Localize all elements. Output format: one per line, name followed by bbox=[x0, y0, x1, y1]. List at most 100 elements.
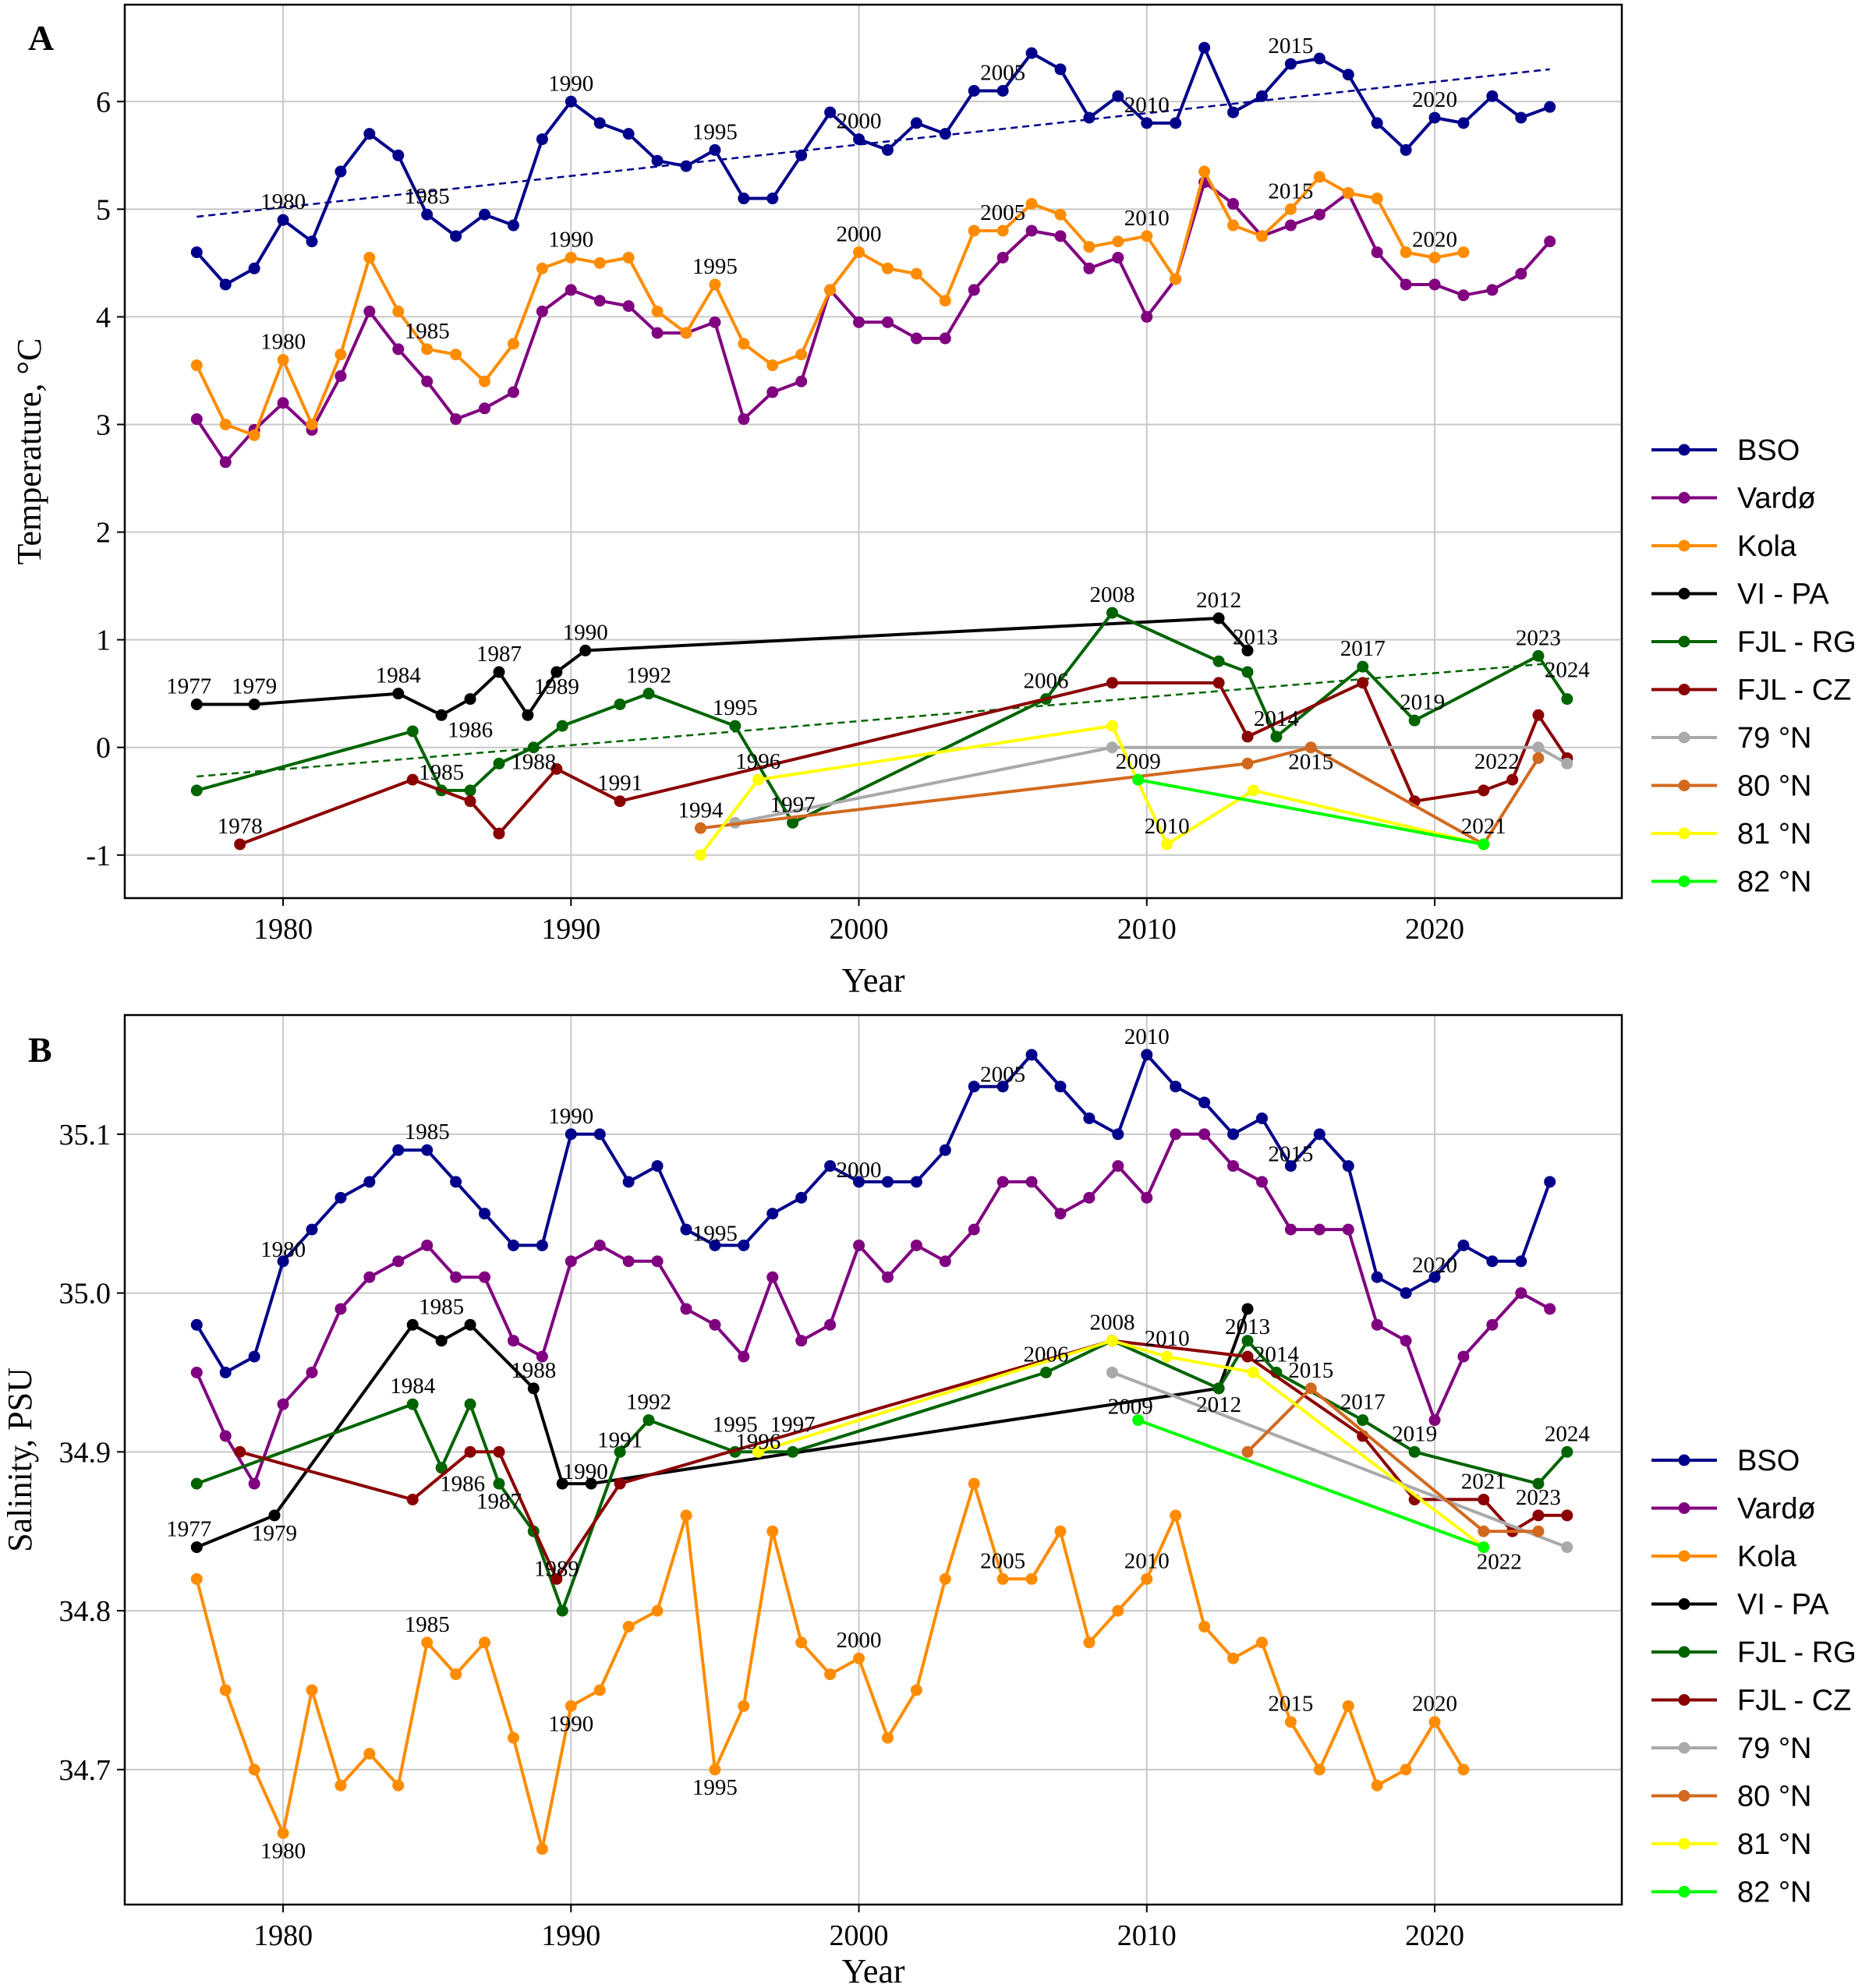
data-point bbox=[1400, 246, 1412, 259]
data-point bbox=[464, 784, 476, 797]
data-point bbox=[787, 1445, 799, 1458]
y-tick-label: 0 bbox=[96, 732, 111, 765]
data-point bbox=[1227, 1652, 1240, 1664]
data-point bbox=[190, 1366, 203, 1378]
data-point bbox=[1457, 1239, 1470, 1251]
data-point bbox=[881, 1732, 894, 1744]
data-point bbox=[1083, 262, 1096, 274]
data-point bbox=[565, 1255, 577, 1268]
data-point bbox=[1106, 1335, 1118, 1347]
data-point bbox=[1304, 1382, 1317, 1395]
series-kola bbox=[190, 165, 1470, 441]
year-annotation: 1990 bbox=[563, 1459, 608, 1484]
x-tick-label: 2010 bbox=[1117, 913, 1177, 946]
data-point bbox=[248, 1477, 260, 1490]
legend-swatch-marker bbox=[1678, 492, 1690, 504]
legend-swatch-marker bbox=[1678, 780, 1690, 791]
data-point bbox=[881, 316, 894, 328]
data-point bbox=[709, 1763, 721, 1776]
y-tick-label: 1 bbox=[96, 624, 111, 657]
legend-label: 81 °N bbox=[1737, 1828, 1811, 1861]
year-annotations: 1980 1985 1990 1995 2000 2005 2010 2015 2020 1980… bbox=[166, 34, 1590, 839]
data-point bbox=[1198, 1128, 1211, 1141]
data-point bbox=[1040, 1366, 1053, 1378]
series-vi-pa bbox=[190, 612, 1254, 721]
data-point bbox=[968, 1223, 980, 1236]
year-annotation: 1990 bbox=[548, 71, 593, 96]
data-point bbox=[1112, 1604, 1124, 1617]
year-annotation: 2013 bbox=[1233, 624, 1278, 649]
year-annotation: 2024 bbox=[1545, 658, 1591, 683]
data-point bbox=[1532, 1477, 1545, 1490]
data-point bbox=[1428, 1271, 1441, 1283]
data-point bbox=[1132, 1414, 1145, 1427]
data-point bbox=[1457, 1350, 1470, 1363]
data-point bbox=[1141, 1049, 1153, 1061]
data-point bbox=[651, 154, 664, 167]
legend-swatch-marker bbox=[1678, 1598, 1690, 1610]
data-point bbox=[1478, 1541, 1490, 1554]
data-point bbox=[1227, 219, 1240, 232]
data-point bbox=[622, 300, 635, 313]
year-annotation: 2006 bbox=[1024, 669, 1069, 694]
year-annotation: 2019 bbox=[1400, 690, 1445, 715]
data-point bbox=[1478, 784, 1490, 797]
data-point bbox=[910, 267, 922, 280]
year-annotation: 1995 bbox=[692, 1221, 738, 1246]
data-point bbox=[1532, 709, 1545, 721]
data-point bbox=[1212, 677, 1225, 689]
data-point bbox=[939, 1255, 951, 1268]
data-point bbox=[738, 1350, 750, 1363]
y-tick-label: 34.8 bbox=[59, 1595, 111, 1628]
data-point bbox=[1400, 1335, 1412, 1347]
year-annotation: 1980 bbox=[260, 330, 306, 355]
data-point bbox=[1170, 117, 1182, 129]
year-annotation: 1992 bbox=[626, 663, 671, 688]
data-point bbox=[1255, 1636, 1268, 1649]
legend-item-bso: BSO bbox=[1651, 1445, 1800, 1477]
data-point bbox=[306, 1223, 318, 1236]
legend-label: Kola bbox=[1737, 1541, 1797, 1573]
legend-label: Vardø bbox=[1737, 1493, 1816, 1526]
data-point bbox=[1357, 660, 1369, 673]
data-point bbox=[1241, 757, 1254, 769]
data-point bbox=[694, 849, 706, 861]
data-point bbox=[527, 1382, 540, 1395]
data-point bbox=[363, 1176, 376, 1188]
year-annotation: 2005 bbox=[980, 1548, 1025, 1573]
data-point bbox=[853, 1176, 865, 1188]
data-point bbox=[334, 1191, 347, 1204]
data-point bbox=[190, 698, 203, 710]
data-point bbox=[190, 359, 203, 372]
data-point bbox=[536, 1239, 548, 1251]
year-annotation: 1991 bbox=[597, 1427, 642, 1452]
data-point bbox=[651, 306, 664, 318]
legend-label: FJL - RG bbox=[1737, 1636, 1857, 1669]
legend-item-82-degn: 82 °N bbox=[1651, 1877, 1811, 1909]
year-annotation: 2013 bbox=[1225, 1314, 1270, 1339]
data-point bbox=[1342, 1223, 1354, 1236]
data-point bbox=[795, 1636, 808, 1649]
data-point bbox=[1025, 1572, 1038, 1585]
trend-line-fjl-rg-trend bbox=[196, 662, 1550, 778]
data-point bbox=[968, 1477, 980, 1490]
data-point bbox=[1561, 1445, 1573, 1458]
data-point bbox=[363, 1747, 376, 1760]
year-annotation: 2017 bbox=[1340, 1390, 1386, 1415]
legend-label: 79 °N bbox=[1737, 722, 1811, 755]
data-point bbox=[824, 1160, 837, 1173]
data-point bbox=[795, 1335, 808, 1347]
data-point bbox=[1141, 117, 1153, 129]
data-point bbox=[1198, 1620, 1211, 1632]
data-point bbox=[1083, 1191, 1096, 1204]
data-point bbox=[392, 1255, 405, 1268]
data-point bbox=[1313, 171, 1326, 183]
year-annotation: 2010 bbox=[1145, 814, 1190, 839]
data-point bbox=[1132, 773, 1145, 786]
data-point bbox=[493, 666, 505, 678]
y-tick-label: -1 bbox=[86, 840, 111, 872]
legend-item-vardo: Vardø bbox=[1651, 1493, 1816, 1526]
data-point bbox=[1357, 1414, 1369, 1427]
data-point bbox=[1255, 1176, 1268, 1188]
data-point bbox=[1106, 677, 1118, 689]
